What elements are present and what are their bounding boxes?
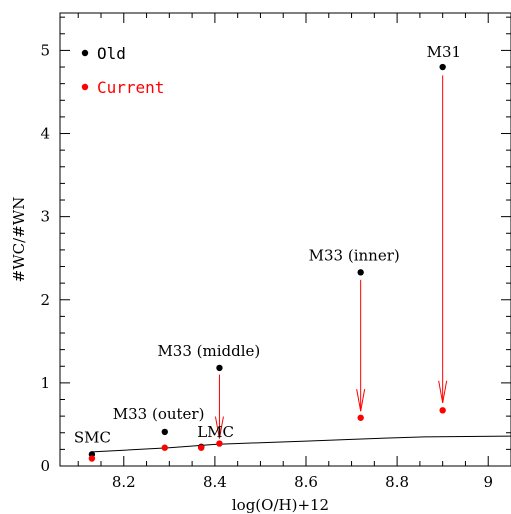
point-label: M33 (inner) (309, 246, 400, 264)
plot-frame (59, 12, 511, 467)
point-label: LMC (197, 423, 234, 441)
y-tick-label: 2 (40, 291, 50, 309)
legend: Old Current (81, 44, 164, 97)
y-tick-label: 3 (40, 208, 50, 226)
legend-label: Current (97, 78, 164, 97)
point-label: M33 (outer) (113, 405, 205, 423)
legend-marker (81, 49, 89, 57)
arrow-head (214, 416, 224, 439)
y-tick-label: 4 (40, 125, 50, 143)
point-label: SMC (74, 428, 111, 446)
arrow-head (356, 389, 366, 412)
x-axis-label: log(O/H)+12 (232, 496, 329, 514)
legend-marker (81, 83, 89, 91)
current-point (357, 414, 364, 421)
point-label: M31 (427, 43, 461, 61)
old-point (161, 428, 168, 436)
plot-area (91, 75, 511, 453)
point-label: M33 (middle) (157, 342, 260, 360)
arrow-head (438, 380, 448, 403)
x-tick-label: 8.2 (112, 473, 136, 491)
current-point (198, 444, 205, 451)
current-point (88, 455, 96, 462)
current-point (161, 444, 168, 451)
x-tick-label: 8.4 (203, 473, 227, 491)
legend-label: Old (97, 44, 126, 63)
y-tick-label: 5 (40, 41, 50, 59)
y-tick-label: 0 (40, 457, 50, 475)
old-point (357, 269, 364, 276)
current-point (216, 440, 223, 447)
current-point (439, 407, 446, 414)
old-point (439, 63, 446, 71)
y-tick-label: 1 (40, 374, 50, 392)
model-curve (91, 435, 511, 453)
x-tick-label: 9 (483, 473, 493, 491)
y-axis-label: #WC/#WN (10, 197, 28, 283)
x-tick-label: 8.8 (385, 473, 409, 491)
old-point (216, 364, 223, 372)
x-tick-label: 8.6 (294, 473, 318, 491)
axes: 8.2 8.4 8.6 8.8 9 0 1 2 3 4 5 log(O/H)+12 #WC/#WN (10, 12, 511, 514)
